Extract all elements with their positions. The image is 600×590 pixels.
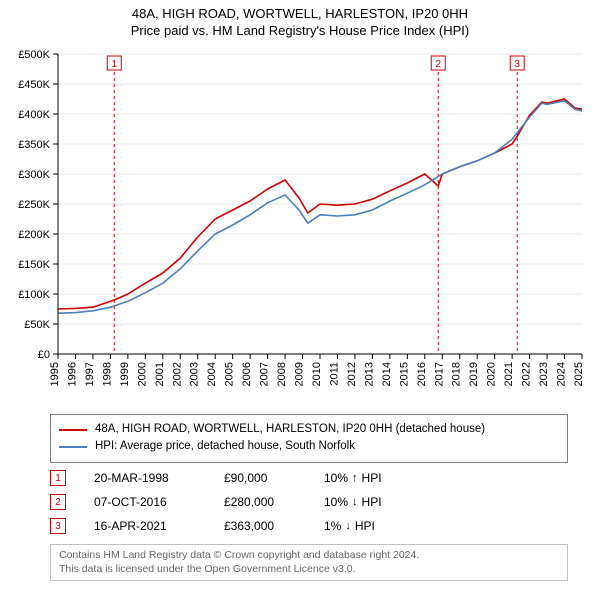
x-tick-label: 2024 bbox=[556, 362, 568, 386]
x-tick-label: 2013 bbox=[363, 362, 375, 386]
x-tick-label: 2012 bbox=[346, 362, 358, 386]
events-table: 1 20-MAR-1998£90,00010% ↑ HPI 2 07-OCT-2016£2… bbox=[50, 466, 550, 538]
x-tick-label: 2022 bbox=[521, 362, 533, 386]
x-tick-label: 2009 bbox=[294, 362, 306, 386]
x-tick-label: 1998 bbox=[101, 362, 113, 386]
chart-area: £0 £50K £100K £150K £200K £250K £300K £350K £400… bbox=[8, 44, 592, 404]
y-tick-label: £50K bbox=[24, 319, 50, 331]
y-tick-label: £350K bbox=[18, 139, 50, 151]
legend-label: 48A, HIGH ROAD, WORTWELL, HARLESTON, IP2… bbox=[95, 421, 485, 438]
event-row: 1 20-MAR-1998£90,00010% ↑ HPI bbox=[50, 466, 550, 490]
chart-container: 48A, HIGH ROAD, WORTWELL, HARLESTON, IP2… bbox=[0, 0, 600, 590]
event-price: £90,000 bbox=[224, 471, 324, 485]
x-tick-label: 2025 bbox=[573, 362, 585, 386]
x-tick-label: 2017 bbox=[433, 362, 445, 386]
legend: 48A, HIGH ROAD, WORTWELL, HARLESTON, IP2… bbox=[50, 414, 568, 463]
legend-label: HPI: Average price, detached house, Sout… bbox=[95, 438, 355, 455]
x-tick-label: 2004 bbox=[206, 362, 218, 386]
event-date: 07-OCT-2016 bbox=[94, 495, 224, 509]
y-tick-label: £200K bbox=[18, 229, 50, 241]
event-diff-pct: 10% bbox=[324, 471, 348, 485]
x-tick-label: 2005 bbox=[224, 362, 236, 386]
x-tick-label: 2010 bbox=[311, 362, 323, 386]
x-tick-label: 1996 bbox=[66, 362, 78, 386]
x-tick-label: 2015 bbox=[398, 362, 410, 386]
x-tick-label: 2021 bbox=[503, 362, 515, 386]
x-tick-label: 2006 bbox=[241, 362, 253, 386]
x-tick-label: 2016 bbox=[416, 362, 428, 386]
event-diff-suffix: HPI bbox=[355, 519, 375, 533]
event-diff-pct: 10% bbox=[324, 495, 348, 509]
event-row: 3 16-APR-2021£363,0001% ↓ HPI bbox=[50, 514, 550, 538]
x-tick-label: 2023 bbox=[538, 362, 550, 386]
arrow-up-icon: ↑ bbox=[352, 472, 358, 484]
x-tick-label: 2018 bbox=[451, 362, 463, 386]
legend-item: HPI: Average price, detached house, Sout… bbox=[59, 438, 559, 455]
event-diff: 1% ↓ HPI bbox=[324, 519, 424, 533]
event-marker: 2 bbox=[50, 494, 66, 510]
event-date: 16-APR-2021 bbox=[94, 519, 224, 533]
x-tick-label: 2001 bbox=[154, 362, 166, 386]
arrow-down-icon: ↓ bbox=[352, 496, 358, 508]
x-tick-label: 2000 bbox=[136, 362, 148, 386]
event-marker: 1 bbox=[50, 470, 66, 486]
arrow-down-icon: ↓ bbox=[345, 520, 351, 532]
x-tick-label: 2002 bbox=[171, 362, 183, 386]
legend-swatch bbox=[59, 446, 87, 448]
x-tick-label: 1995 bbox=[49, 362, 61, 386]
y-tick-label: £150K bbox=[18, 259, 50, 271]
event-date: 20-MAR-1998 bbox=[94, 471, 224, 485]
event-marker-label: 3 bbox=[514, 59, 520, 70]
x-tick-label: 2014 bbox=[381, 362, 393, 386]
y-tick-label: £450K bbox=[18, 79, 50, 91]
footer-line2: This data is licensed under the Open Gov… bbox=[59, 563, 559, 577]
event-diff-suffix: HPI bbox=[362, 495, 382, 509]
event-marker: 3 bbox=[50, 518, 66, 534]
legend-item: 48A, HIGH ROAD, WORTWELL, HARLESTON, IP2… bbox=[59, 421, 559, 438]
y-tick-label: £500K bbox=[18, 49, 50, 61]
y-tick-label: £100K bbox=[18, 289, 50, 301]
x-tick-label: 1997 bbox=[84, 362, 96, 386]
event-price: £280,000 bbox=[224, 495, 324, 509]
footer: Contains HM Land Registry data © Crown c… bbox=[50, 544, 568, 581]
title-block: 48A, HIGH ROAD, WORTWELL, HARLESTON, IP2… bbox=[0, 0, 600, 38]
title-line2: Price paid vs. HM Land Registry's House … bbox=[0, 23, 600, 38]
y-tick-label: £300K bbox=[18, 169, 50, 181]
footer-line1: Contains HM Land Registry data © Crown c… bbox=[59, 549, 559, 563]
event-row: 2 07-OCT-2016£280,00010% ↓ HPI bbox=[50, 490, 550, 514]
event-diff: 10% ↓ HPI bbox=[324, 495, 424, 509]
x-tick-label: 2019 bbox=[468, 362, 480, 386]
event-diff-pct: 1% bbox=[324, 519, 341, 533]
legend-swatch bbox=[59, 429, 87, 431]
title-line1: 48A, HIGH ROAD, WORTWELL, HARLESTON, IP2… bbox=[0, 6, 600, 21]
y-tick-label: £250K bbox=[18, 199, 50, 211]
y-tick-label: £0 bbox=[38, 349, 50, 361]
x-tick-label: 2020 bbox=[486, 362, 498, 386]
x-tick-label: 2007 bbox=[259, 362, 271, 386]
chart-svg: £0 £50K £100K £150K £200K £250K £300K £350K £400… bbox=[8, 44, 592, 404]
x-tick-label: 2008 bbox=[276, 362, 288, 386]
event-price: £363,000 bbox=[224, 519, 324, 533]
x-tick-label: 1999 bbox=[119, 362, 131, 386]
event-marker-label: 2 bbox=[435, 59, 441, 70]
event-marker-label: 1 bbox=[111, 59, 117, 70]
y-tick-label: £400K bbox=[18, 109, 50, 121]
event-diff-suffix: HPI bbox=[362, 471, 382, 485]
x-tick-label: 2011 bbox=[328, 362, 340, 386]
x-tick-label: 2003 bbox=[189, 362, 201, 386]
event-diff: 10% ↑ HPI bbox=[324, 471, 424, 485]
